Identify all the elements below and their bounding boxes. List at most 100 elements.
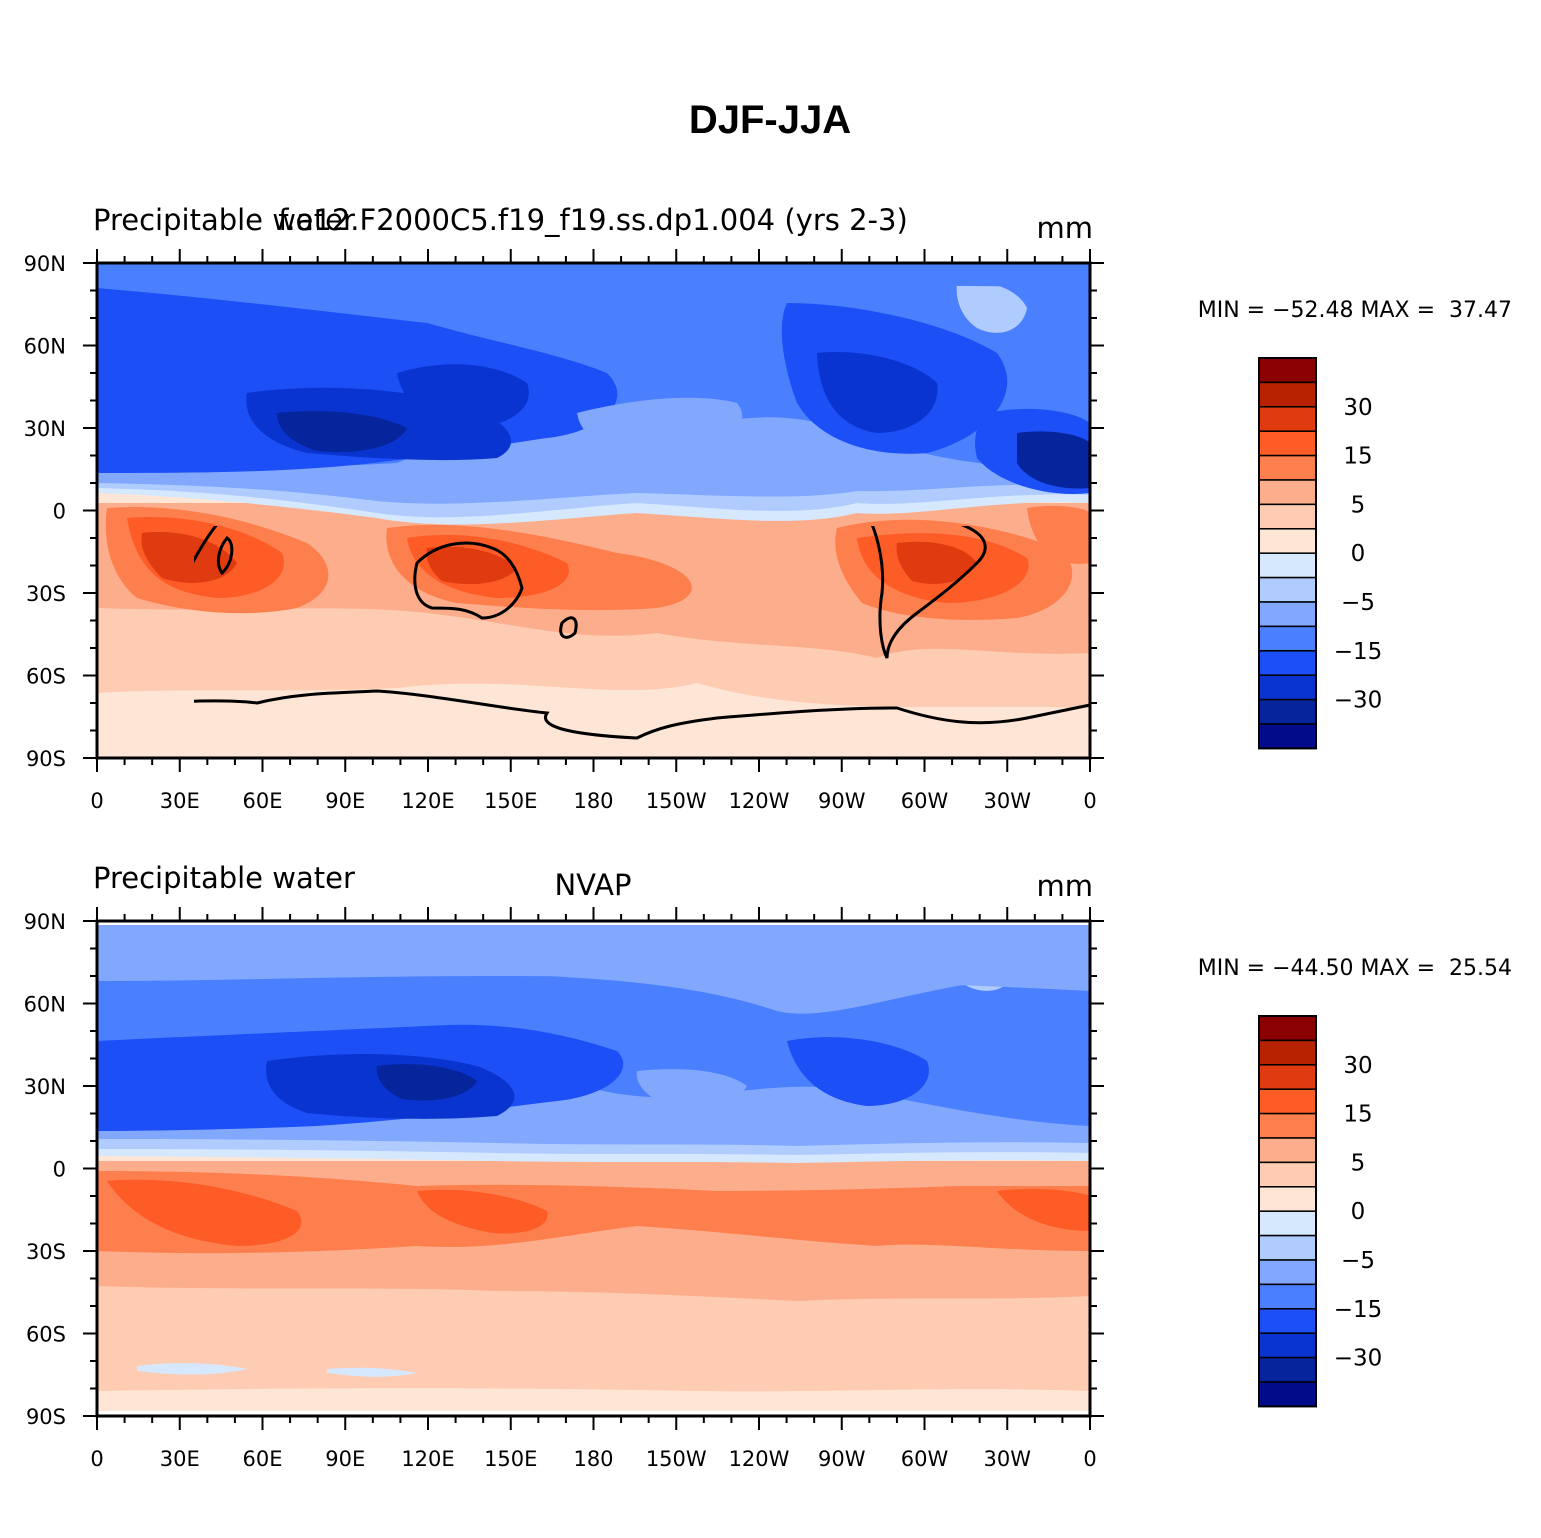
colorbar-label: 0: [1351, 1199, 1366, 1225]
lon-tick-label: 120E: [401, 1447, 454, 1471]
lat-tick-label: 30N: [24, 417, 66, 441]
lat-labels-model: 90N 60N 30N 0 30S 60S 90S: [24, 252, 66, 771]
colorbar-label: −30: [1334, 1346, 1383, 1372]
field-layers-model: [97, 263, 1090, 758]
colorbar-swatch: [1258, 503, 1317, 530]
colorbar-swatch: [1258, 1283, 1317, 1310]
lat-labels-obs: 90N 60N 30N 0 30S 60S 90S: [24, 910, 66, 1429]
field-strong-blue-namerica-obs: [787, 1037, 929, 1106]
colorbar-swatch: [1258, 1015, 1317, 1042]
field-deep-blue-japan: [397, 364, 529, 428]
panel-units-obs: mm: [1037, 869, 1094, 903]
field-dark-red-samerica: [896, 541, 977, 584]
lat-tick-label: 60N: [24, 993, 66, 1017]
colorbar-label: 30: [1343, 1053, 1372, 1079]
coast-antarctica: [194, 689, 1091, 740]
colorbar-label: −15: [1334, 639, 1383, 665]
lon-tick-label: 60W: [901, 789, 949, 813]
colorbar-swatch: [1258, 1308, 1317, 1334]
panel-center-label: f.e12.F2000C5.f19_f19.ss.dp1.004 (yrs 2-…: [278, 203, 908, 237]
colorbar-swatch: [1258, 1234, 1317, 1261]
panel-stats-obs: MIN = −44.50 MAX = 25.54: [1198, 956, 1512, 981]
colorbar-swatch: [1258, 650, 1317, 676]
colorbar-swatch: [1258, 381, 1317, 408]
colorbar-label: 5: [1351, 492, 1366, 518]
colorbar-label: −5: [1341, 1248, 1375, 1274]
lon-tick-label: 0: [1083, 1447, 1096, 1471]
panel-obs: 90N 60N 30N 0 30S 60S 90S 0 30E 60E 90E 120E 150E 18…: [24, 861, 1512, 1471]
colorbar-frame: [1258, 1015, 1317, 1408]
lat-tick-label: 90S: [26, 1405, 66, 1429]
lon-tick-label: 180: [573, 789, 613, 813]
colorbar-swatch: [1258, 1186, 1317, 1212]
lat-tick-label: 30S: [26, 1240, 66, 1264]
lat-tick-label: 90S: [26, 747, 66, 771]
panel-left-label: Precipitable water: [93, 203, 355, 237]
lat-tick-label: 60S: [26, 665, 66, 689]
lat-tick-label: 30S: [26, 582, 66, 606]
lon-tick-label: 120E: [401, 789, 454, 813]
field-red-africa-obs: [107, 1179, 302, 1246]
colorbar-swatch: [1258, 528, 1317, 554]
colorbar-swatch: [1258, 1064, 1317, 1090]
colorbar-swatch: [1258, 454, 1317, 481]
ticks-model: [83, 249, 1104, 772]
field-deep-blue-namerica: [817, 352, 938, 433]
colorbar-swatch: [1258, 406, 1317, 432]
lon-labels-model: 0 30E 60E 90E 120E 150E 180 150W 120W 90W 60W 30W 0: [90, 789, 1096, 813]
lon-tick-label: 150E: [484, 1447, 537, 1471]
field-light-blue-pacific-obs: [636, 1069, 747, 1108]
colorbar-swatch: [1258, 1356, 1317, 1383]
colorbar-swatch: [1258, 601, 1317, 628]
colorbar-swatch: [1258, 1112, 1317, 1139]
colorbar-label: −5: [1341, 590, 1375, 616]
colorbar-label: 15: [1343, 1102, 1372, 1128]
lon-tick-label: 30E: [160, 789, 200, 813]
map-field-model: [97, 263, 1090, 758]
coastlines-model: [194, 526, 1091, 740]
lon-tick-label: 150W: [646, 1447, 707, 1471]
field-blue-arctic: [97, 263, 1090, 288]
field-sky-blue-arctic-obs: [97, 921, 1090, 991]
field-navy-asia-obs: [376, 1064, 477, 1101]
lat-tick-label: 30N: [24, 1075, 66, 1099]
colorbar-swatch: [1258, 1039, 1317, 1066]
lon-tick-label: 150W: [646, 789, 707, 813]
colorbar-swatch: [1258, 576, 1317, 603]
lat-tick-label: 90N: [24, 910, 66, 934]
field-layers-obs: [97, 921, 1090, 1416]
colorbar-swatch: [1258, 723, 1317, 750]
lon-tick-label: 60E: [243, 789, 283, 813]
map-field-obs: [97, 921, 1090, 1416]
panel-center-label-obs: NVAP: [554, 868, 631, 902]
colorbar-model: 30 15 5 0 −5 −15 −30: [1258, 357, 1383, 750]
lon-tick-label: 30W: [984, 1447, 1032, 1471]
colorbar-swatch: [1258, 1137, 1317, 1164]
lon-tick-label: 120W: [729, 789, 790, 813]
lon-tick-label: 30W: [984, 789, 1032, 813]
field-light-blue-pacific-tongue: [577, 397, 743, 458]
lat-tick-label: 60S: [26, 1323, 66, 1347]
colorbar-swatch: [1258, 1332, 1317, 1359]
coast-samerica: [871, 526, 987, 659]
lon-tick-label: 0: [90, 1447, 103, 1471]
field-white-polar-strip-south-obs: [97, 1411, 1090, 1416]
lon-tick-label: 90E: [325, 1447, 365, 1471]
panel-stats: MIN = −52.48 MAX = 37.47: [1198, 298, 1512, 323]
colorbar-label: −15: [1334, 1297, 1383, 1323]
field-white-polar-strip-obs: [97, 921, 1090, 925]
lat-tick-label: 60N: [24, 335, 66, 359]
panel-left-label-obs: Precipitable water: [93, 861, 355, 895]
colorbar-swatch: [1258, 430, 1317, 457]
colorbar-swatch: [1258, 1088, 1317, 1115]
lat-tick-label: 0: [53, 500, 66, 524]
panel-units: mm: [1037, 211, 1094, 245]
lon-tick-label: 0: [90, 789, 103, 813]
field-red-atlantic-obs: [997, 1188, 1090, 1231]
lon-labels-obs: 0 30E 60E 90E 120E 150E 180 150W 120W 90W 60W 30W 0: [90, 1447, 1096, 1471]
colorbar-frame: [1258, 357, 1317, 750]
lon-tick-label: 180: [573, 1447, 613, 1471]
colorbar-swatch: [1258, 1381, 1317, 1408]
ticks-obs: [83, 907, 1104, 1430]
field-navy-tibet: [277, 411, 407, 453]
